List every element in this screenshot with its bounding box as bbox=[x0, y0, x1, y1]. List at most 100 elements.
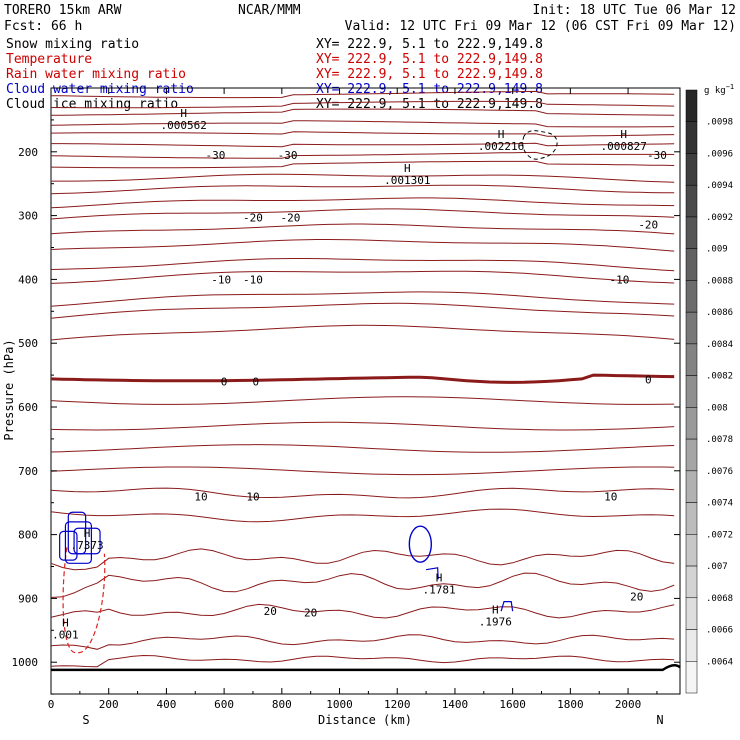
colorbar: .0098 .0096 .0094 .0092 .009 .0088 .0086 .0084.… bbox=[685, 89, 733, 694]
cloud-water-contour bbox=[425, 567, 439, 580]
isotherm bbox=[51, 142, 675, 148]
y-axis-title: Pressure (hPa) bbox=[2, 339, 16, 440]
isotherm bbox=[50, 396, 675, 405]
isotherm-label: 20 bbox=[264, 605, 277, 618]
isotherm bbox=[50, 324, 675, 341]
x-tick-label: 1800 bbox=[557, 698, 584, 711]
field-xy: XY= 222.9, 5.1 to 222.9,149.8 bbox=[316, 97, 543, 112]
colorbar-label: .0066 bbox=[706, 626, 733, 636]
x-tick-label: 800 bbox=[272, 698, 292, 711]
temperature-contours bbox=[50, 90, 681, 672]
field-name: Cloud water mixing ratio bbox=[6, 82, 194, 97]
cloud-water-contour bbox=[73, 527, 101, 555]
colorbar-label: .0072 bbox=[706, 530, 733, 540]
x-tick-label: 400 bbox=[156, 698, 176, 711]
y-tick-label: 1000 bbox=[12, 656, 39, 669]
colorbar-segment bbox=[685, 343, 698, 376]
south-endpoint-label: S bbox=[82, 713, 89, 727]
isotherm bbox=[50, 270, 675, 284]
max-marker: H bbox=[62, 616, 69, 629]
isotherm bbox=[50, 603, 675, 619]
plot-frame bbox=[50, 87, 681, 695]
isotherm bbox=[50, 131, 675, 137]
model-title: TORERO 15km ARW bbox=[4, 3, 122, 18]
isotherm bbox=[50, 634, 675, 650]
isotherm-label: 10 bbox=[246, 490, 259, 503]
x-tick-label: 1200 bbox=[384, 698, 411, 711]
isotherm bbox=[50, 184, 675, 195]
isotherm bbox=[50, 548, 675, 571]
isotherm-label: -10 bbox=[243, 273, 263, 286]
hydrometeor-contours bbox=[59, 130, 558, 654]
colorbar-label: .008 bbox=[706, 403, 728, 413]
cloud-water-contour bbox=[500, 600, 514, 612]
center-label: NCAR/MMM bbox=[238, 3, 301, 18]
colorbar-segment bbox=[685, 216, 698, 249]
field-name: Snow mixing ratio bbox=[6, 37, 139, 52]
isotherm-label: 20 bbox=[630, 590, 643, 603]
isotherm bbox=[50, 302, 675, 319]
isotherm bbox=[50, 508, 675, 523]
isotherm bbox=[50, 487, 675, 499]
field-name: Cloud ice mixing ratio bbox=[6, 97, 178, 112]
colorbar-segment bbox=[685, 248, 698, 281]
y-tick-label: 800 bbox=[18, 529, 38, 542]
isotherm-label: 20 bbox=[304, 606, 317, 619]
max-marker: H bbox=[436, 572, 443, 585]
isotherm bbox=[51, 173, 675, 183]
isotherm-label: -10 bbox=[609, 273, 629, 286]
colorbar-unit: g kg−1 bbox=[704, 83, 734, 96]
isotherm-label: -20 bbox=[281, 212, 301, 225]
max-value: .001301 bbox=[384, 174, 430, 187]
colorbar-label: .0064 bbox=[706, 657, 733, 667]
max-value: .1976 bbox=[479, 616, 512, 629]
north-endpoint-label: N bbox=[656, 713, 663, 727]
isotherm bbox=[50, 291, 675, 307]
colorbar-label: .0076 bbox=[706, 467, 733, 477]
max-value: .000827 bbox=[601, 140, 647, 153]
isotherm-label: 10 bbox=[194, 490, 207, 503]
x-tick-label: 600 bbox=[214, 698, 234, 711]
isotherm bbox=[50, 208, 675, 220]
colorbar-segment bbox=[685, 89, 698, 122]
colorbar-segment bbox=[685, 661, 698, 694]
max-value: .000562 bbox=[161, 119, 207, 132]
contour-labels: -30 -30 -30 -20 -20 -20 -10 -10 -10 0 0 0 10 10 10 20 20… bbox=[52, 107, 667, 641]
x-tick-label: 1000 bbox=[326, 698, 353, 711]
colorbar-segment bbox=[685, 311, 698, 345]
cloud-water-contour bbox=[59, 530, 78, 561]
isotherm-label: 0 bbox=[253, 375, 260, 388]
isotherm bbox=[50, 444, 675, 453]
colorbar-label: .0084 bbox=[706, 340, 733, 350]
terrain-surface bbox=[51, 664, 681, 672]
colorbar-label: .007 bbox=[706, 562, 728, 572]
isotherm-label: -10 bbox=[211, 273, 231, 286]
x-tick-label: 1400 bbox=[442, 698, 469, 711]
rain-water-contour bbox=[62, 547, 106, 654]
x-tick-label: 200 bbox=[99, 698, 119, 711]
colorbar-segment bbox=[685, 534, 698, 567]
colorbar-label: .0078 bbox=[706, 435, 733, 445]
forecast-hour: Fcst: 66 h bbox=[4, 19, 82, 34]
field-xy: XY= 222.9, 5.1 to 222.9,149.8 bbox=[316, 82, 543, 97]
isotherm-label: -20 bbox=[638, 219, 658, 232]
colorbar-segment bbox=[685, 438, 698, 472]
cloud-water-contour bbox=[64, 521, 92, 564]
isotherm bbox=[50, 466, 675, 476]
isotherm bbox=[50, 151, 675, 159]
y-tick-label: 300 bbox=[18, 210, 38, 223]
init-time: Init: 18 UTC Tue 06 Mar 12 bbox=[533, 3, 737, 18]
x-tick-label: 2000 bbox=[615, 698, 642, 711]
max-marker: H bbox=[492, 604, 499, 617]
isotherm-label: 10 bbox=[604, 490, 617, 503]
field-legend: Snow mixing ratio XY= 222.9, 5.1 to 222.9… bbox=[6, 37, 543, 112]
colorbar-label: .0088 bbox=[706, 276, 733, 286]
x-axis-title: Distance (km) bbox=[318, 713, 412, 727]
colorbar-label: .0092 bbox=[706, 213, 733, 223]
colorbar-segment bbox=[685, 470, 698, 503]
isotherm bbox=[50, 100, 675, 109]
isotherm-label: -30 bbox=[278, 149, 298, 162]
colorbar-segment bbox=[685, 565, 698, 599]
y-tick-label: 200 bbox=[18, 146, 38, 159]
